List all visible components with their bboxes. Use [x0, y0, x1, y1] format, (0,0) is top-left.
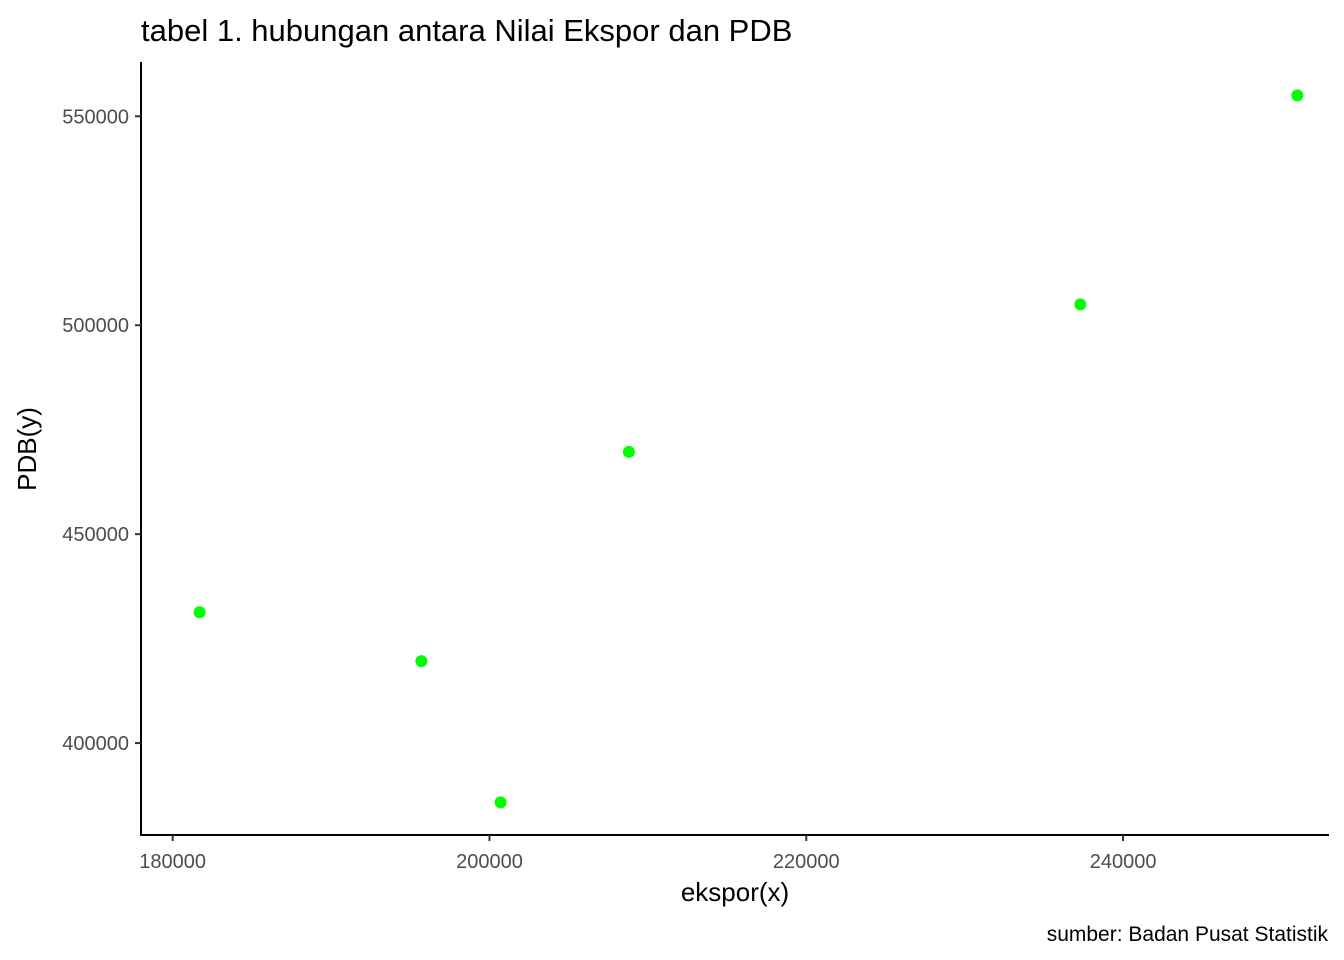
x-tick-label: 200000 — [456, 851, 523, 873]
x-tick-label: 240000 — [1090, 851, 1157, 873]
y-tick-label: 500000 — [62, 315, 129, 337]
data-point — [1291, 89, 1304, 102]
y-tick-label: 450000 — [62, 524, 129, 546]
data-point — [193, 606, 206, 619]
x-tick-label: 220000 — [773, 851, 840, 873]
y-tick-label: 550000 — [62, 106, 129, 128]
data-point — [415, 655, 428, 668]
y-axis: 400000 450000 500000 550000 — [62, 62, 142, 835]
chart-title: tabel 1. hubungan antara Nilai Ekspor da… — [141, 13, 792, 48]
source-caption: sumber: Badan Pusat Statistik — [1047, 923, 1329, 946]
data-point — [622, 445, 635, 458]
x-axis-title: ekspor(x) — [681, 877, 789, 907]
y-axis-title: PDB(y) — [12, 407, 42, 491]
x-axis: 180000 200000 220000 240000 — [139, 834, 1329, 873]
data-points — [193, 89, 1304, 809]
data-point — [494, 796, 507, 809]
data-point — [1074, 298, 1087, 311]
y-tick-label: 400000 — [62, 733, 129, 755]
x-tick-label: 180000 — [139, 851, 206, 873]
